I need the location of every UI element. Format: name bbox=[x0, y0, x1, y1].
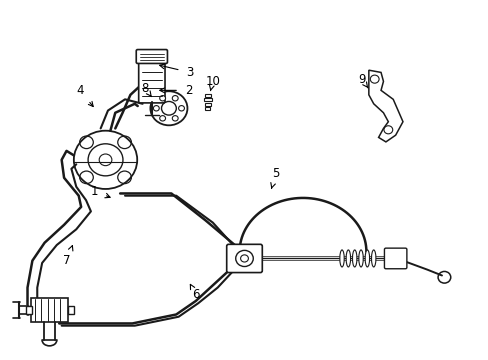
Circle shape bbox=[153, 105, 159, 111]
Bar bbox=[204, 103, 211, 106]
Bar bbox=[31, 298, 68, 322]
Bar bbox=[204, 94, 210, 97]
Circle shape bbox=[160, 116, 165, 121]
Bar bbox=[205, 107, 210, 110]
FancyBboxPatch shape bbox=[136, 50, 167, 63]
Text: 2: 2 bbox=[160, 84, 192, 97]
Text: 6: 6 bbox=[190, 284, 199, 301]
Bar bbox=[203, 98, 212, 101]
Circle shape bbox=[172, 95, 178, 101]
Text: 8: 8 bbox=[141, 82, 151, 96]
Bar bbox=[26, 306, 32, 314]
Text: 1: 1 bbox=[91, 185, 110, 198]
Circle shape bbox=[178, 105, 184, 111]
Circle shape bbox=[172, 116, 178, 121]
Text: 9: 9 bbox=[357, 73, 367, 88]
Text: 10: 10 bbox=[205, 75, 220, 91]
FancyBboxPatch shape bbox=[139, 60, 164, 103]
Ellipse shape bbox=[358, 250, 363, 267]
FancyBboxPatch shape bbox=[226, 244, 262, 273]
Text: 3: 3 bbox=[160, 64, 193, 79]
FancyBboxPatch shape bbox=[384, 248, 406, 269]
Bar bbox=[68, 306, 73, 314]
Text: 5: 5 bbox=[270, 167, 279, 188]
Ellipse shape bbox=[371, 250, 375, 267]
Text: 7: 7 bbox=[62, 246, 73, 267]
Ellipse shape bbox=[346, 250, 350, 267]
Ellipse shape bbox=[352, 250, 356, 267]
Text: 4: 4 bbox=[76, 84, 93, 107]
Ellipse shape bbox=[339, 250, 344, 267]
Circle shape bbox=[160, 95, 165, 101]
Ellipse shape bbox=[365, 250, 369, 267]
